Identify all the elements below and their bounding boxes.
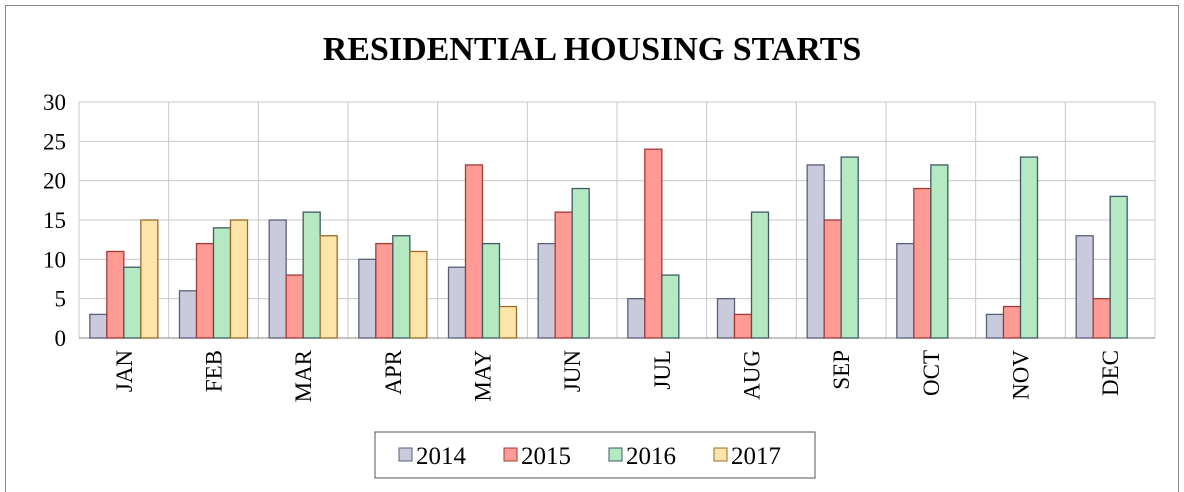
- bar: [913, 187, 932, 339]
- bar: [571, 187, 590, 339]
- bar: [1002, 305, 1022, 339]
- bar: [375, 242, 394, 339]
- x-tick-label: OCT: [919, 350, 944, 396]
- bar: [1019, 156, 1039, 339]
- x-tick-label: DEC: [1098, 350, 1123, 396]
- bar: [896, 242, 915, 339]
- bar: [481, 242, 501, 339]
- legend-swatch: [608, 447, 623, 462]
- bar: [392, 235, 411, 339]
- y-tick-label: 25: [43, 129, 66, 154]
- y-tick-label: 20: [43, 169, 66, 194]
- legend-label: 2015: [521, 443, 571, 470]
- bar: [554, 211, 573, 339]
- y-tick-label: 0: [55, 326, 67, 351]
- bar: [627, 298, 646, 339]
- bar: [985, 313, 1005, 339]
- bar: [268, 219, 287, 339]
- x-tick-label: JUL: [650, 350, 675, 390]
- x-tick-label: FEB: [202, 350, 227, 392]
- bar: [806, 164, 825, 339]
- bar: [409, 250, 428, 339]
- bar: [498, 305, 518, 339]
- x-tick-label: APR: [381, 349, 406, 394]
- y-tick-label: 5: [55, 287, 67, 312]
- bar: [1109, 195, 1128, 339]
- bar: [358, 258, 377, 339]
- bar: [1075, 235, 1094, 339]
- bar: [123, 266, 142, 339]
- chart-title: RESIDENTIAL HOUSING STARTS: [323, 31, 862, 68]
- x-tick-label: SEP: [829, 350, 854, 390]
- x-tick-label: JAN: [112, 350, 137, 393]
- y-tick-label: 30: [43, 90, 66, 115]
- bar: [447, 266, 467, 339]
- bar: [319, 235, 338, 339]
- x-tick-label: MAY: [471, 350, 496, 402]
- chart-border: [5, 5, 1179, 492]
- x-tick-label: NOV: [1009, 350, 1034, 400]
- bar: [930, 164, 949, 339]
- bar: [229, 219, 249, 339]
- bar: [212, 227, 232, 339]
- bar: [285, 274, 304, 339]
- bar: [823, 219, 842, 339]
- bar: [89, 313, 108, 339]
- legend-label: 2014: [416, 443, 467, 470]
- bar: [750, 211, 770, 339]
- bar: [302, 211, 321, 339]
- bar: [661, 274, 680, 339]
- x-tick-label: MAR: [291, 349, 316, 402]
- legend-swatch: [713, 447, 728, 462]
- bar: [106, 250, 125, 339]
- bar: [178, 290, 198, 339]
- bar: [716, 298, 736, 339]
- y-tick-label: 15: [43, 208, 66, 233]
- x-tick-label: JUN: [560, 350, 585, 393]
- bar: [840, 156, 859, 339]
- bar: [1092, 298, 1111, 339]
- bar: [644, 148, 663, 339]
- bar: [464, 164, 484, 339]
- legend-swatch: [503, 447, 518, 462]
- bar: [195, 242, 215, 339]
- bar: [537, 242, 556, 339]
- x-tick-label: AUG: [740, 350, 765, 400]
- legend-label: 2016: [626, 443, 676, 470]
- y-tick-label: 10: [43, 247, 66, 272]
- legend-swatch: [398, 447, 413, 462]
- legend-label: 2017: [731, 443, 781, 470]
- bar: [140, 219, 159, 339]
- bar: [733, 313, 753, 339]
- legend-box: [374, 431, 816, 479]
